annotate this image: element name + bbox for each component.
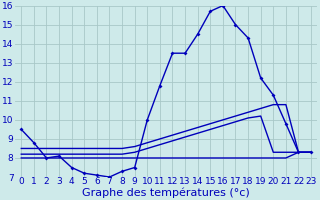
- X-axis label: Graphe des températures (°c): Graphe des températures (°c): [82, 187, 250, 198]
